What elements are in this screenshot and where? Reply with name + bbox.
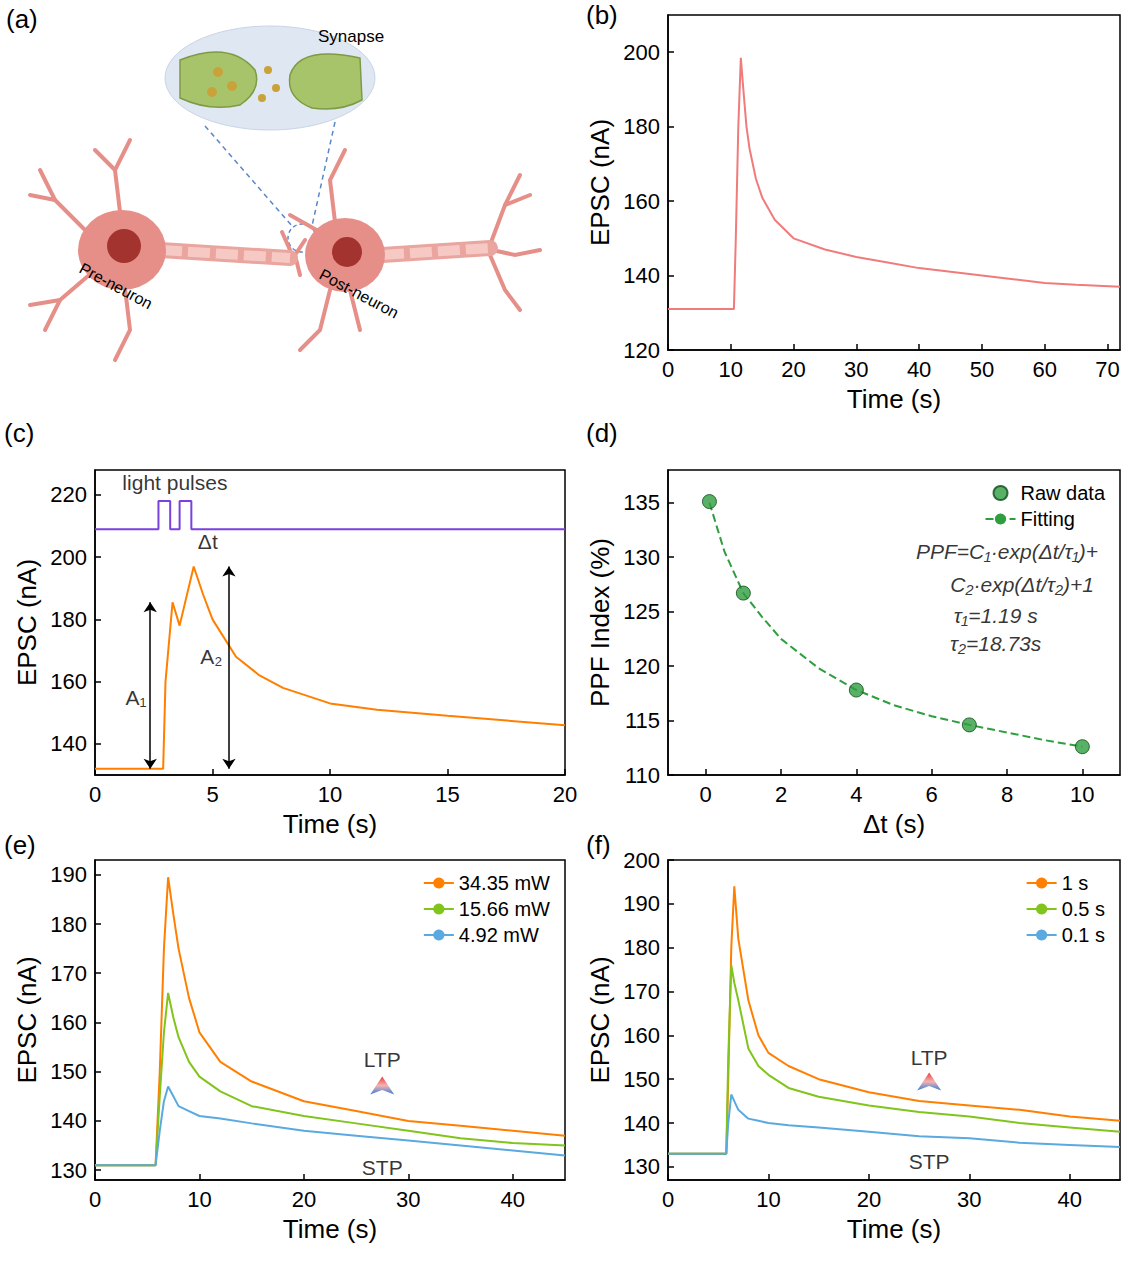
svg-text:40: 40 [1058,1187,1082,1212]
svg-text:160: 160 [50,669,87,694]
svg-text:EPSC (nA): EPSC (nA) [12,956,42,1083]
svg-text:50: 50 [970,357,994,382]
svg-text:160: 160 [623,1023,660,1048]
svg-text:STP: STP [909,1150,950,1173]
svg-text:130: 130 [623,545,660,570]
svg-text:200: 200 [50,545,87,570]
svg-text:τ₁=1.19 s: τ₁=1.19 s [954,604,1038,627]
svg-text:4.92 mW: 4.92 mW [459,924,539,946]
svg-text:10: 10 [719,357,743,382]
svg-text:τ₂=18.73s: τ₂=18.73s [950,632,1042,655]
svg-text:A₁: A₁ [126,686,147,709]
svg-text:120: 120 [623,654,660,679]
svg-text:PPF Index (%): PPF Index (%) [585,538,615,707]
svg-text:(a): (a) [6,4,38,34]
svg-text:160: 160 [50,1010,87,1035]
svg-text:20: 20 [292,1187,316,1212]
svg-text:140: 140 [50,731,87,756]
svg-text:115: 115 [625,708,660,733]
svg-text:(e): (e) [4,830,36,860]
svg-text:C₂·exp(Δt/τ₂)+1: C₂·exp(Δt/τ₂)+1 [950,573,1094,596]
svg-text:EPSC (nA): EPSC (nA) [585,956,615,1083]
svg-text:Fitting: Fitting [1021,508,1075,530]
svg-text:Synapse: Synapse [318,27,384,46]
svg-text:0.5 s: 0.5 s [1062,898,1105,920]
svg-text:150: 150 [623,1067,660,1092]
svg-text:2: 2 [775,782,787,807]
svg-text:EPSC (nA): EPSC (nA) [585,119,615,246]
svg-text:20: 20 [857,1187,881,1212]
svg-text:5: 5 [206,782,218,807]
svg-text:40: 40 [501,1187,525,1212]
svg-text:Post-neuron: Post-neuron [317,266,402,322]
svg-text:190: 190 [623,891,660,916]
svg-text:220: 220 [50,482,87,507]
svg-text:1 s: 1 s [1062,872,1089,894]
svg-text:150: 150 [50,1059,87,1084]
svg-text:Time (s): Time (s) [283,809,377,839]
svg-text:20: 20 [553,782,577,807]
svg-text:LTP: LTP [364,1048,401,1071]
svg-text:200: 200 [623,40,660,65]
svg-text:10: 10 [1070,782,1094,807]
svg-text:10: 10 [318,782,342,807]
svg-text:light pulses: light pulses [122,471,227,494]
svg-text:(c): (c) [4,418,34,448]
svg-text:Time (s): Time (s) [847,1214,941,1244]
svg-text:0: 0 [89,782,101,807]
svg-text:180: 180 [50,607,87,632]
svg-text:Δt (s): Δt (s) [863,809,925,839]
svg-text:4: 4 [850,782,862,807]
svg-text:(d): (d) [586,418,618,448]
svg-text:140: 140 [623,263,660,288]
svg-text:130: 130 [50,1158,87,1183]
svg-text:0: 0 [662,357,674,382]
svg-text:120: 120 [623,338,660,363]
svg-text:PPF=C₁·exp(Δt/τ₁)+: PPF=C₁·exp(Δt/τ₁)+ [916,540,1098,563]
svg-text:160: 160 [623,189,660,214]
svg-text:8: 8 [1001,782,1013,807]
svg-text:LTP: LTP [911,1046,948,1069]
svg-text:200: 200 [623,848,660,873]
svg-text:Time (s): Time (s) [283,1214,377,1244]
svg-text:(b): (b) [586,0,618,30]
svg-text:180: 180 [50,912,87,937]
svg-text:Pre-neuron: Pre-neuron [77,260,156,313]
svg-text:15: 15 [435,782,459,807]
svg-text:190: 190 [50,862,87,887]
svg-text:0: 0 [700,782,712,807]
svg-text:30: 30 [957,1187,981,1212]
svg-text:Time (s): Time (s) [847,384,941,414]
svg-text:(f): (f) [586,830,611,860]
svg-text:A₂: A₂ [200,645,222,668]
svg-text:60: 60 [1032,357,1056,382]
svg-text:170: 170 [623,979,660,1004]
svg-text:0: 0 [662,1187,674,1212]
svg-text:110: 110 [625,763,660,788]
svg-text:10: 10 [187,1187,211,1212]
svg-text:70: 70 [1095,357,1119,382]
svg-text:10: 10 [756,1187,780,1212]
svg-text:STP: STP [362,1156,403,1179]
svg-text:Δt: Δt [198,530,218,553]
svg-text:180: 180 [623,935,660,960]
svg-text:EPSC (nA): EPSC (nA) [12,559,42,686]
svg-text:30: 30 [396,1187,420,1212]
svg-text:0.1 s: 0.1 s [1062,924,1105,946]
svg-text:40: 40 [907,357,931,382]
svg-text:6: 6 [926,782,938,807]
svg-text:140: 140 [50,1108,87,1133]
svg-text:180: 180 [623,114,660,139]
svg-text:140: 140 [623,1111,660,1136]
svg-text:34.35 mW: 34.35 mW [459,872,550,894]
svg-text:125: 125 [623,599,660,624]
svg-text:0: 0 [89,1187,101,1212]
svg-text:15.66 mW: 15.66 mW [459,898,550,920]
svg-text:170: 170 [50,961,87,986]
svg-text:20: 20 [781,357,805,382]
svg-text:30: 30 [844,357,868,382]
svg-text:135: 135 [623,490,660,515]
svg-text:130: 130 [623,1154,660,1179]
svg-text:Raw data: Raw data [1021,482,1106,504]
